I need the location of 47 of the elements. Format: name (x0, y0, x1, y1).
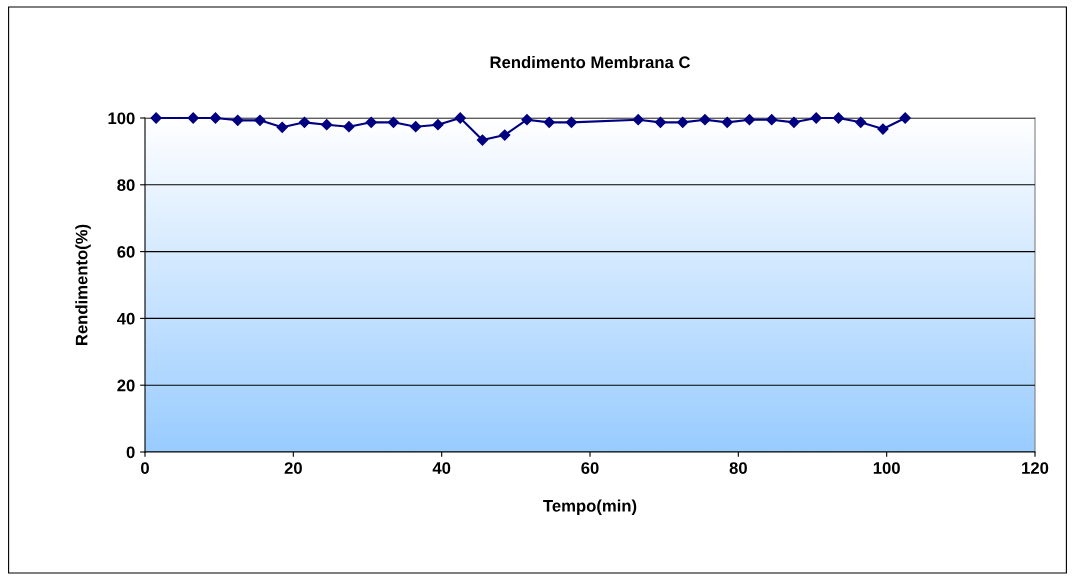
point (677, 116, 689, 128)
point (454, 112, 466, 124)
point (855, 116, 867, 128)
point (899, 112, 911, 124)
point (432, 119, 444, 131)
point (209, 112, 222, 124)
chart-title: Rendimento Membrana C (490, 55, 691, 69)
y-tick-label: 20 (117, 379, 135, 392)
x-tick-label: 80 (729, 462, 747, 474)
y-tick-label: 0 (126, 446, 135, 459)
point (810, 112, 822, 124)
point (788, 116, 800, 128)
x-tick-label: 100 (873, 462, 900, 474)
point (832, 112, 845, 124)
point (766, 114, 778, 126)
y-tick-label: 40 (116, 312, 135, 325)
point (343, 121, 355, 133)
y-tick-label: 100 (108, 112, 135, 125)
point (632, 114, 644, 126)
y-tick-label: 60 (117, 246, 135, 258)
point (321, 119, 333, 131)
point (232, 114, 244, 126)
point (298, 116, 311, 128)
x-tick-label: 60 (581, 462, 599, 474)
point (521, 114, 533, 126)
point (499, 129, 511, 141)
x-tick-label: 0 (141, 462, 149, 474)
x-tick-label: 40 (432, 462, 451, 474)
point (743, 114, 756, 126)
x-tick-label: 120 (1022, 462, 1049, 474)
x-tick-label: 20 (284, 462, 302, 474)
point (387, 116, 400, 128)
point (565, 116, 578, 128)
point (699, 114, 711, 126)
x-axis-title: Tempo(min) (543, 499, 637, 516)
y-tick-label: 80 (117, 179, 135, 191)
point (410, 121, 422, 133)
point (187, 112, 199, 124)
point (276, 121, 288, 133)
point (254, 114, 266, 126)
point (150, 112, 162, 124)
point (365, 116, 377, 128)
point (476, 134, 489, 146)
y-axis-title: Rendimento(%) (75, 224, 91, 345)
point (543, 116, 555, 128)
point (654, 116, 667, 128)
point (721, 116, 733, 128)
